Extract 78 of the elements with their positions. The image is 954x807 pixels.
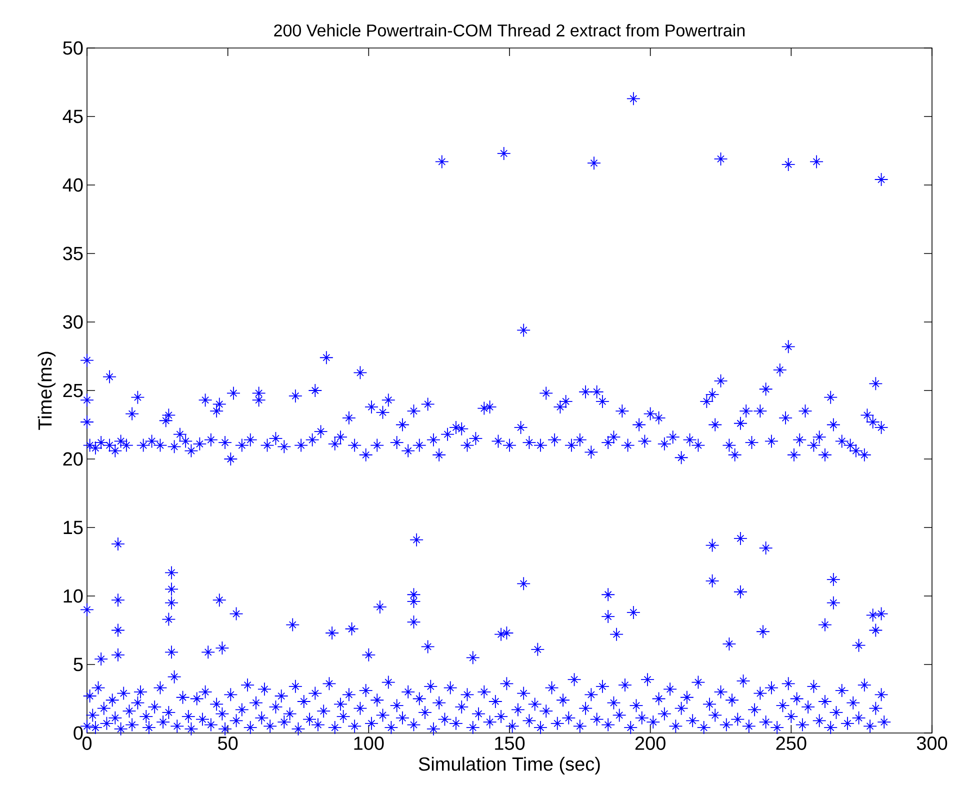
- point: [434, 154, 449, 169]
- point: [406, 594, 421, 608]
- point: [866, 608, 880, 622]
- point: [826, 572, 840, 587]
- x-tick-label: 250: [776, 736, 806, 750]
- point: [734, 584, 748, 599]
- point: [601, 588, 616, 602]
- y-axis-title: Time(ms): [38, 352, 56, 430]
- point: [410, 532, 424, 547]
- point: [372, 600, 387, 614]
- point: [362, 648, 376, 662]
- point: [705, 538, 720, 552]
- point: [516, 576, 531, 591]
- point: [406, 615, 421, 629]
- point: [756, 624, 770, 639]
- point: [781, 157, 796, 172]
- point: [874, 172, 888, 186]
- point: [758, 541, 773, 555]
- point: [164, 582, 178, 596]
- y-tick-label: 25: [63, 384, 83, 398]
- point: [325, 626, 340, 640]
- point: [500, 626, 514, 640]
- y-tick-label: 15: [64, 520, 83, 534]
- y-tick-label: 20: [63, 452, 83, 466]
- point: [164, 645, 178, 660]
- y-tick-label: 30: [63, 315, 83, 329]
- point: [734, 532, 748, 546]
- point: [587, 156, 601, 170]
- point: [722, 637, 736, 651]
- x-tick-label: 0: [82, 736, 92, 750]
- x-tick-label: 300: [916, 736, 948, 750]
- x-tick-label: 200: [635, 736, 666, 750]
- point: [810, 154, 824, 169]
- point: [626, 92, 640, 106]
- point: [94, 652, 108, 666]
- point: [705, 574, 720, 588]
- x-axis-title: Simulation Time (sec): [418, 756, 600, 775]
- point: [102, 370, 116, 384]
- point: [229, 606, 244, 621]
- point: [111, 648, 125, 662]
- point: [162, 612, 176, 626]
- point: [626, 605, 640, 620]
- point: [868, 623, 883, 638]
- chart-title: 200 Vehicle Powertrain-COM Thread 2 extract from Powertrain: [274, 24, 745, 36]
- x-tick-label: 150: [495, 736, 525, 750]
- point: [111, 593, 125, 608]
- y-tick-label: 40: [62, 178, 83, 192]
- point: [496, 146, 511, 160]
- y-tick-label: 10: [64, 589, 83, 603]
- point: [494, 627, 508, 642]
- point: [111, 623, 125, 638]
- point: [286, 618, 300, 632]
- point: [601, 610, 616, 624]
- y-tick-label: 35: [63, 246, 83, 260]
- point: [826, 596, 840, 610]
- point: [530, 642, 545, 656]
- x-tick-label: 50: [218, 736, 238, 750]
- point: [80, 353, 94, 368]
- point: [215, 641, 230, 656]
- y-tick-label: 50: [63, 41, 83, 55]
- point: [164, 566, 178, 580]
- y-tick-label: 0: [74, 726, 83, 740]
- point: [344, 622, 359, 636]
- point: [80, 602, 94, 617]
- point: [212, 593, 226, 608]
- x-tick-label: 100: [354, 736, 384, 750]
- point: [201, 645, 216, 660]
- point: [874, 606, 888, 621]
- point: [714, 152, 728, 166]
- y-tick-label: 5: [74, 658, 83, 672]
- point: [164, 596, 178, 610]
- point: [466, 650, 480, 665]
- point: [818, 618, 832, 632]
- point: [111, 536, 125, 551]
- point: [610, 627, 624, 642]
- point: [852, 638, 866, 652]
- point: [420, 640, 435, 654]
- y-tick-label: 45: [62, 110, 83, 124]
